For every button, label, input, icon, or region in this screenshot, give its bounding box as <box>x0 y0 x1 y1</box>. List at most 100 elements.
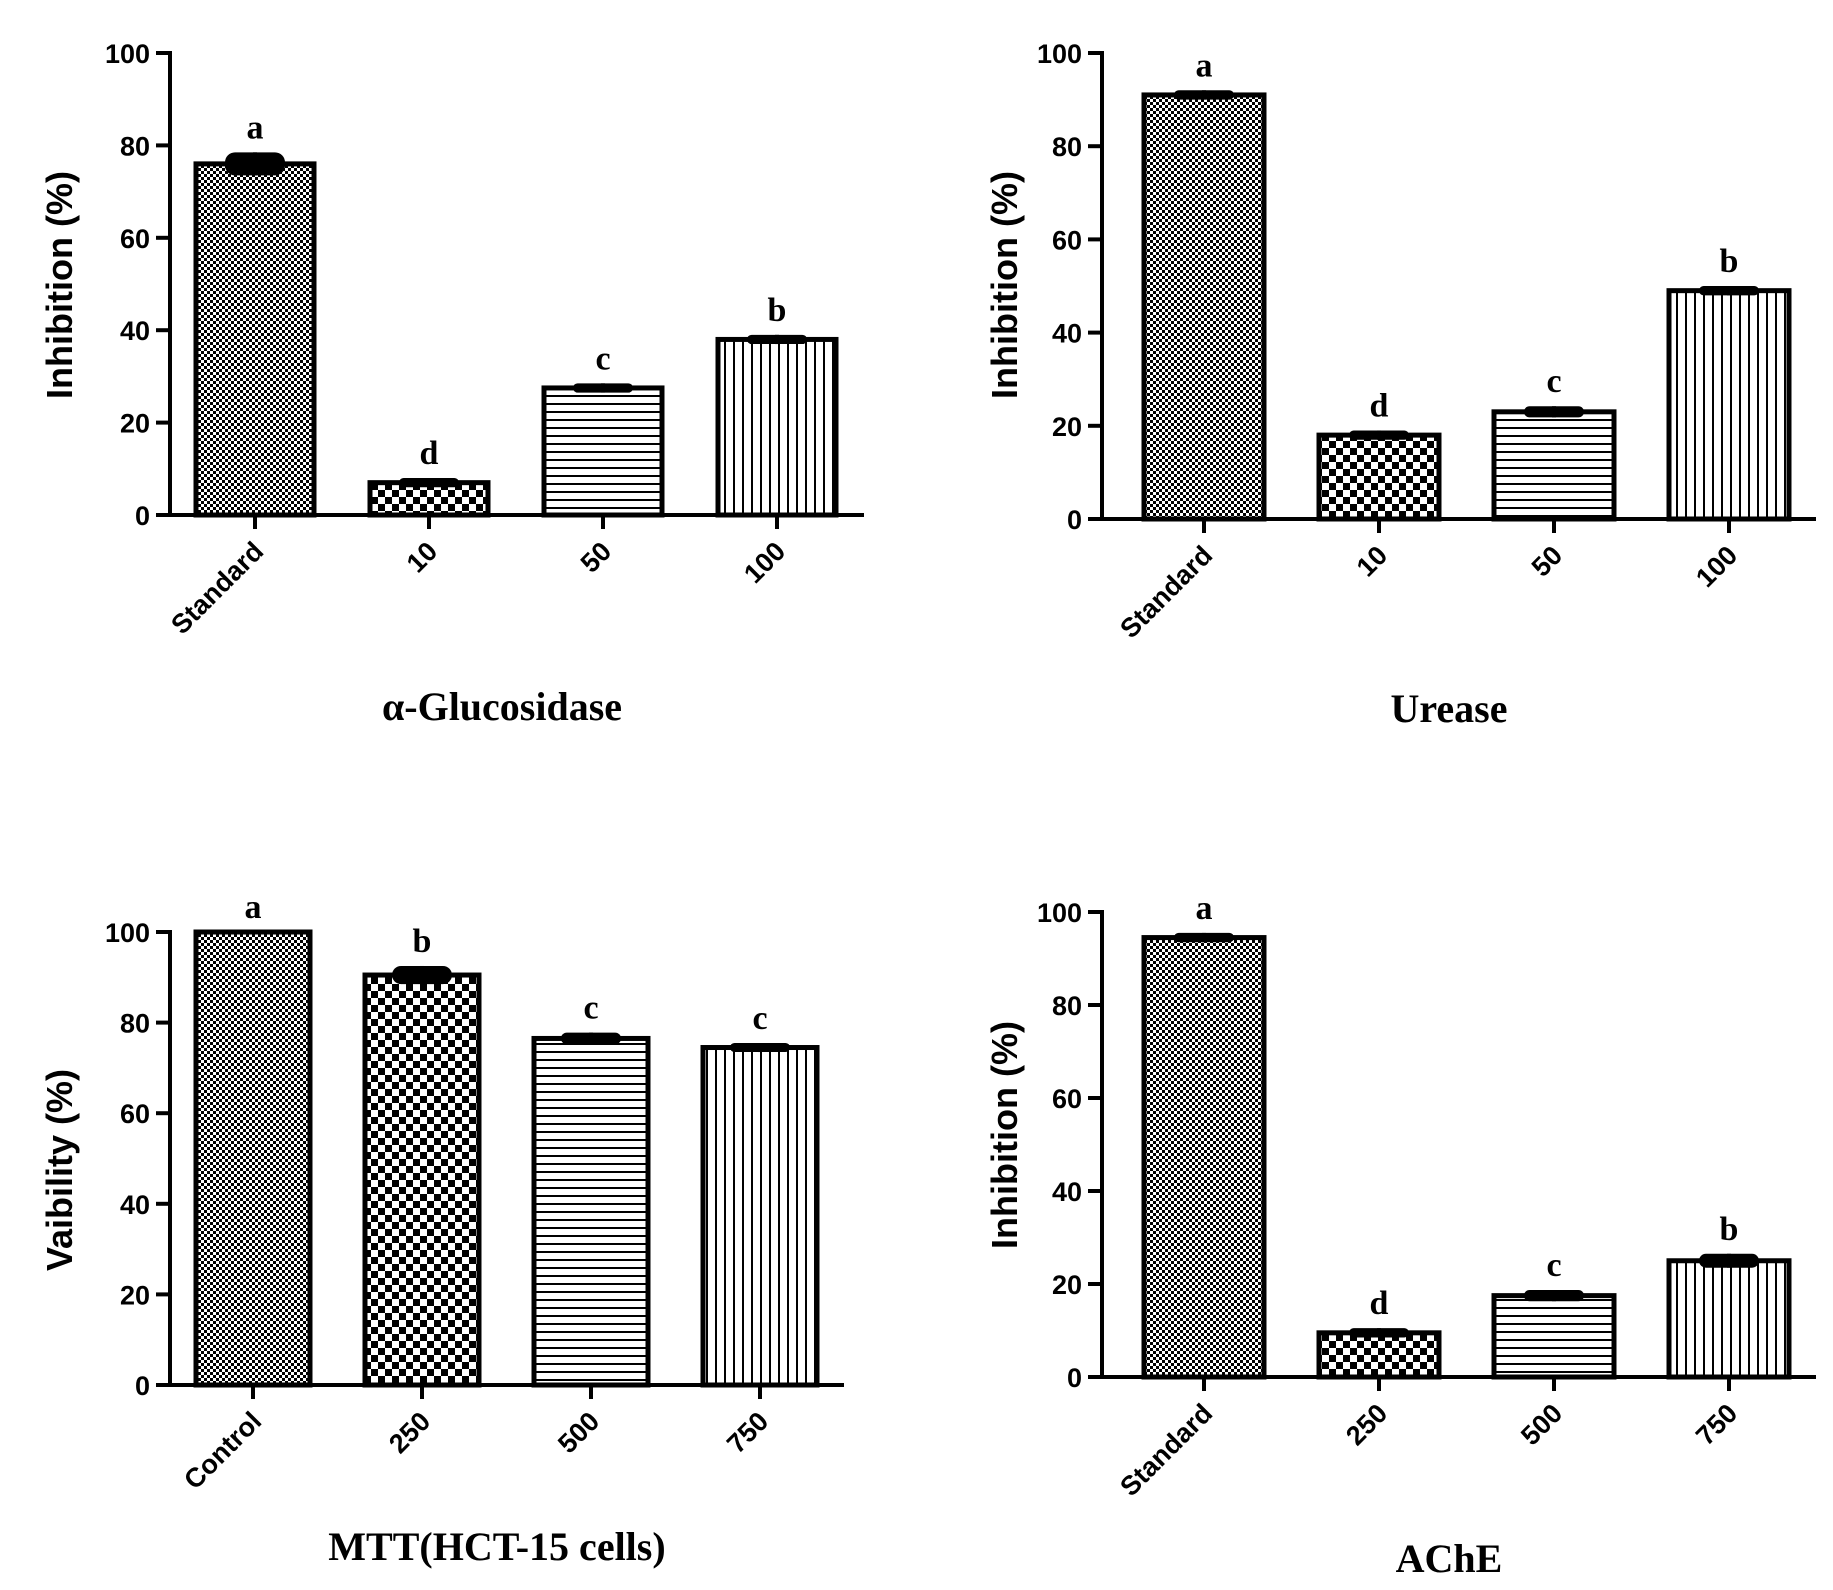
y-tick-label: 80 <box>1052 132 1082 162</box>
significance-letter: b <box>1720 243 1739 280</box>
y-tick-label: 40 <box>1052 319 1082 349</box>
y-tick-label: 60 <box>120 224 150 254</box>
y-tick-label: 20 <box>1052 412 1082 442</box>
chart-alpha-glucosidase: Inhibition (%) α-Glucosidase 0 20 40 60 80 10… <box>39 39 864 729</box>
y-tick-label: 40 <box>1052 1177 1082 1207</box>
significance-letter: c <box>752 1000 767 1037</box>
y-tick-label: 60 <box>1052 225 1082 255</box>
y-tick-label: 0 <box>1067 1363 1082 1393</box>
x-tick-label: Standard <box>165 536 269 640</box>
y-tick-label: 20 <box>120 409 150 439</box>
error-cap <box>1174 932 1234 943</box>
y-tick-label: 20 <box>120 1280 150 1310</box>
bar-750 <box>1666 1258 1792 1380</box>
x-tick-label: 250 <box>1340 1398 1393 1451</box>
x-tick-label: Control <box>178 1406 267 1495</box>
y-tick-label: 100 <box>105 39 150 69</box>
bar-50 <box>1491 409 1617 522</box>
y-tick-label: 60 <box>1052 1084 1082 1114</box>
y-axis-label: Inhibition (%) <box>984 171 1025 399</box>
x-tick-label: 100 <box>1690 540 1743 593</box>
bar-standard <box>1141 92 1267 522</box>
error-cap <box>399 478 459 488</box>
bar-control <box>193 929 313 1388</box>
significance-letter: d <box>1370 387 1389 424</box>
y-tick-label: 0 <box>135 501 150 531</box>
error-cap <box>225 152 285 176</box>
x-tick-label: 750 <box>1690 1398 1743 1451</box>
x-tick-label: Standard <box>1114 1398 1218 1502</box>
y-tick-label: 20 <box>1052 1270 1082 1300</box>
y-tick-label: 100 <box>105 918 150 948</box>
significance-letter: a <box>1196 47 1213 84</box>
bar-10 <box>367 480 491 518</box>
bar-250 <box>1316 1330 1442 1380</box>
chart-urease: Inhibition (%) Urease 0 20 40 60 80 100 a Stand… <box>984 39 1816 731</box>
significance-letter: c <box>1546 1247 1561 1284</box>
bar-250 <box>362 972 482 1388</box>
y-tick-label: 60 <box>120 1099 150 1129</box>
bar-750 <box>700 1045 820 1388</box>
x-tick-label: 250 <box>383 1406 436 1459</box>
significance-letter: c <box>595 340 610 377</box>
x-axis-title: MTT(HCT-15 cells) <box>328 1524 665 1569</box>
error-cap <box>1699 1253 1759 1268</box>
x-tick-label: 100 <box>738 536 791 589</box>
significance-letter: a <box>245 889 262 926</box>
y-tick-label: 0 <box>1067 505 1082 535</box>
y-tick-label: 0 <box>135 1371 150 1401</box>
x-axis-title: Urease <box>1391 686 1508 731</box>
y-tick-label: 80 <box>120 131 150 161</box>
y-tick-label: 80 <box>1052 991 1082 1021</box>
error-cap <box>1349 430 1409 440</box>
y-axis-label: Vaibility (%) <box>39 1069 80 1271</box>
bar-500 <box>531 1035 651 1388</box>
error-cap <box>747 334 807 345</box>
error-cap <box>561 1032 621 1045</box>
chart-mtt-hct15: Vaibility (%) MTT(HCT-15 cells) 0 20 40 60 8… <box>39 889 844 1569</box>
significance-letter: b <box>1720 1211 1739 1248</box>
significance-letter: b <box>768 292 787 329</box>
error-cap <box>1174 90 1234 100</box>
significance-letter: d <box>1370 1285 1389 1322</box>
error-cap <box>392 965 452 985</box>
bar-100 <box>1666 288 1792 522</box>
significance-letter: c <box>1546 363 1561 400</box>
error-cap <box>1699 286 1759 296</box>
bar-10 <box>1316 432 1442 522</box>
bar-500 <box>1491 1293 1617 1380</box>
error-cap <box>730 1042 790 1053</box>
error-cap <box>1524 1290 1584 1302</box>
significance-letter: b <box>413 923 432 960</box>
y-tick-label: 100 <box>1037 898 1082 928</box>
significance-letter: a <box>247 109 264 146</box>
significance-letter: c <box>583 990 598 1027</box>
error-cap <box>1349 1328 1409 1338</box>
x-axis-title: α-Glucosidase <box>382 684 622 729</box>
chart-ache: Inhibition (%) AChE 0 20 40 60 80 100 a Standar… <box>984 890 1816 1581</box>
bar-50 <box>541 385 665 518</box>
significance-letter: d <box>420 435 439 472</box>
y-tick-label: 100 <box>1037 39 1082 69</box>
x-axis-title: AChE <box>1396 1536 1503 1581</box>
bar-standard <box>193 161 317 518</box>
y-tick-label: 80 <box>120 1009 150 1039</box>
bar-standard <box>1141 935 1267 1380</box>
x-tick-label: Standard <box>1114 540 1218 644</box>
y-axis-label: Inhibition (%) <box>39 171 80 399</box>
significance-letter: a <box>1196 890 1213 927</box>
x-tick-label: 500 <box>1515 1398 1568 1451</box>
error-cap <box>1524 406 1584 418</box>
x-tick-label: 500 <box>552 1406 605 1459</box>
x-tick-label: 50 <box>575 536 617 578</box>
x-tick-label: 50 <box>1526 540 1568 582</box>
bar-100 <box>715 336 839 518</box>
y-axis-label: Inhibition (%) <box>984 1021 1025 1249</box>
y-tick-label: 40 <box>120 1190 150 1220</box>
x-tick-label: 10 <box>1351 540 1393 582</box>
x-tick-label: 10 <box>401 536 443 578</box>
x-tick-label: 750 <box>721 1406 774 1459</box>
error-cap <box>573 383 633 393</box>
y-tick-label: 40 <box>120 316 150 346</box>
